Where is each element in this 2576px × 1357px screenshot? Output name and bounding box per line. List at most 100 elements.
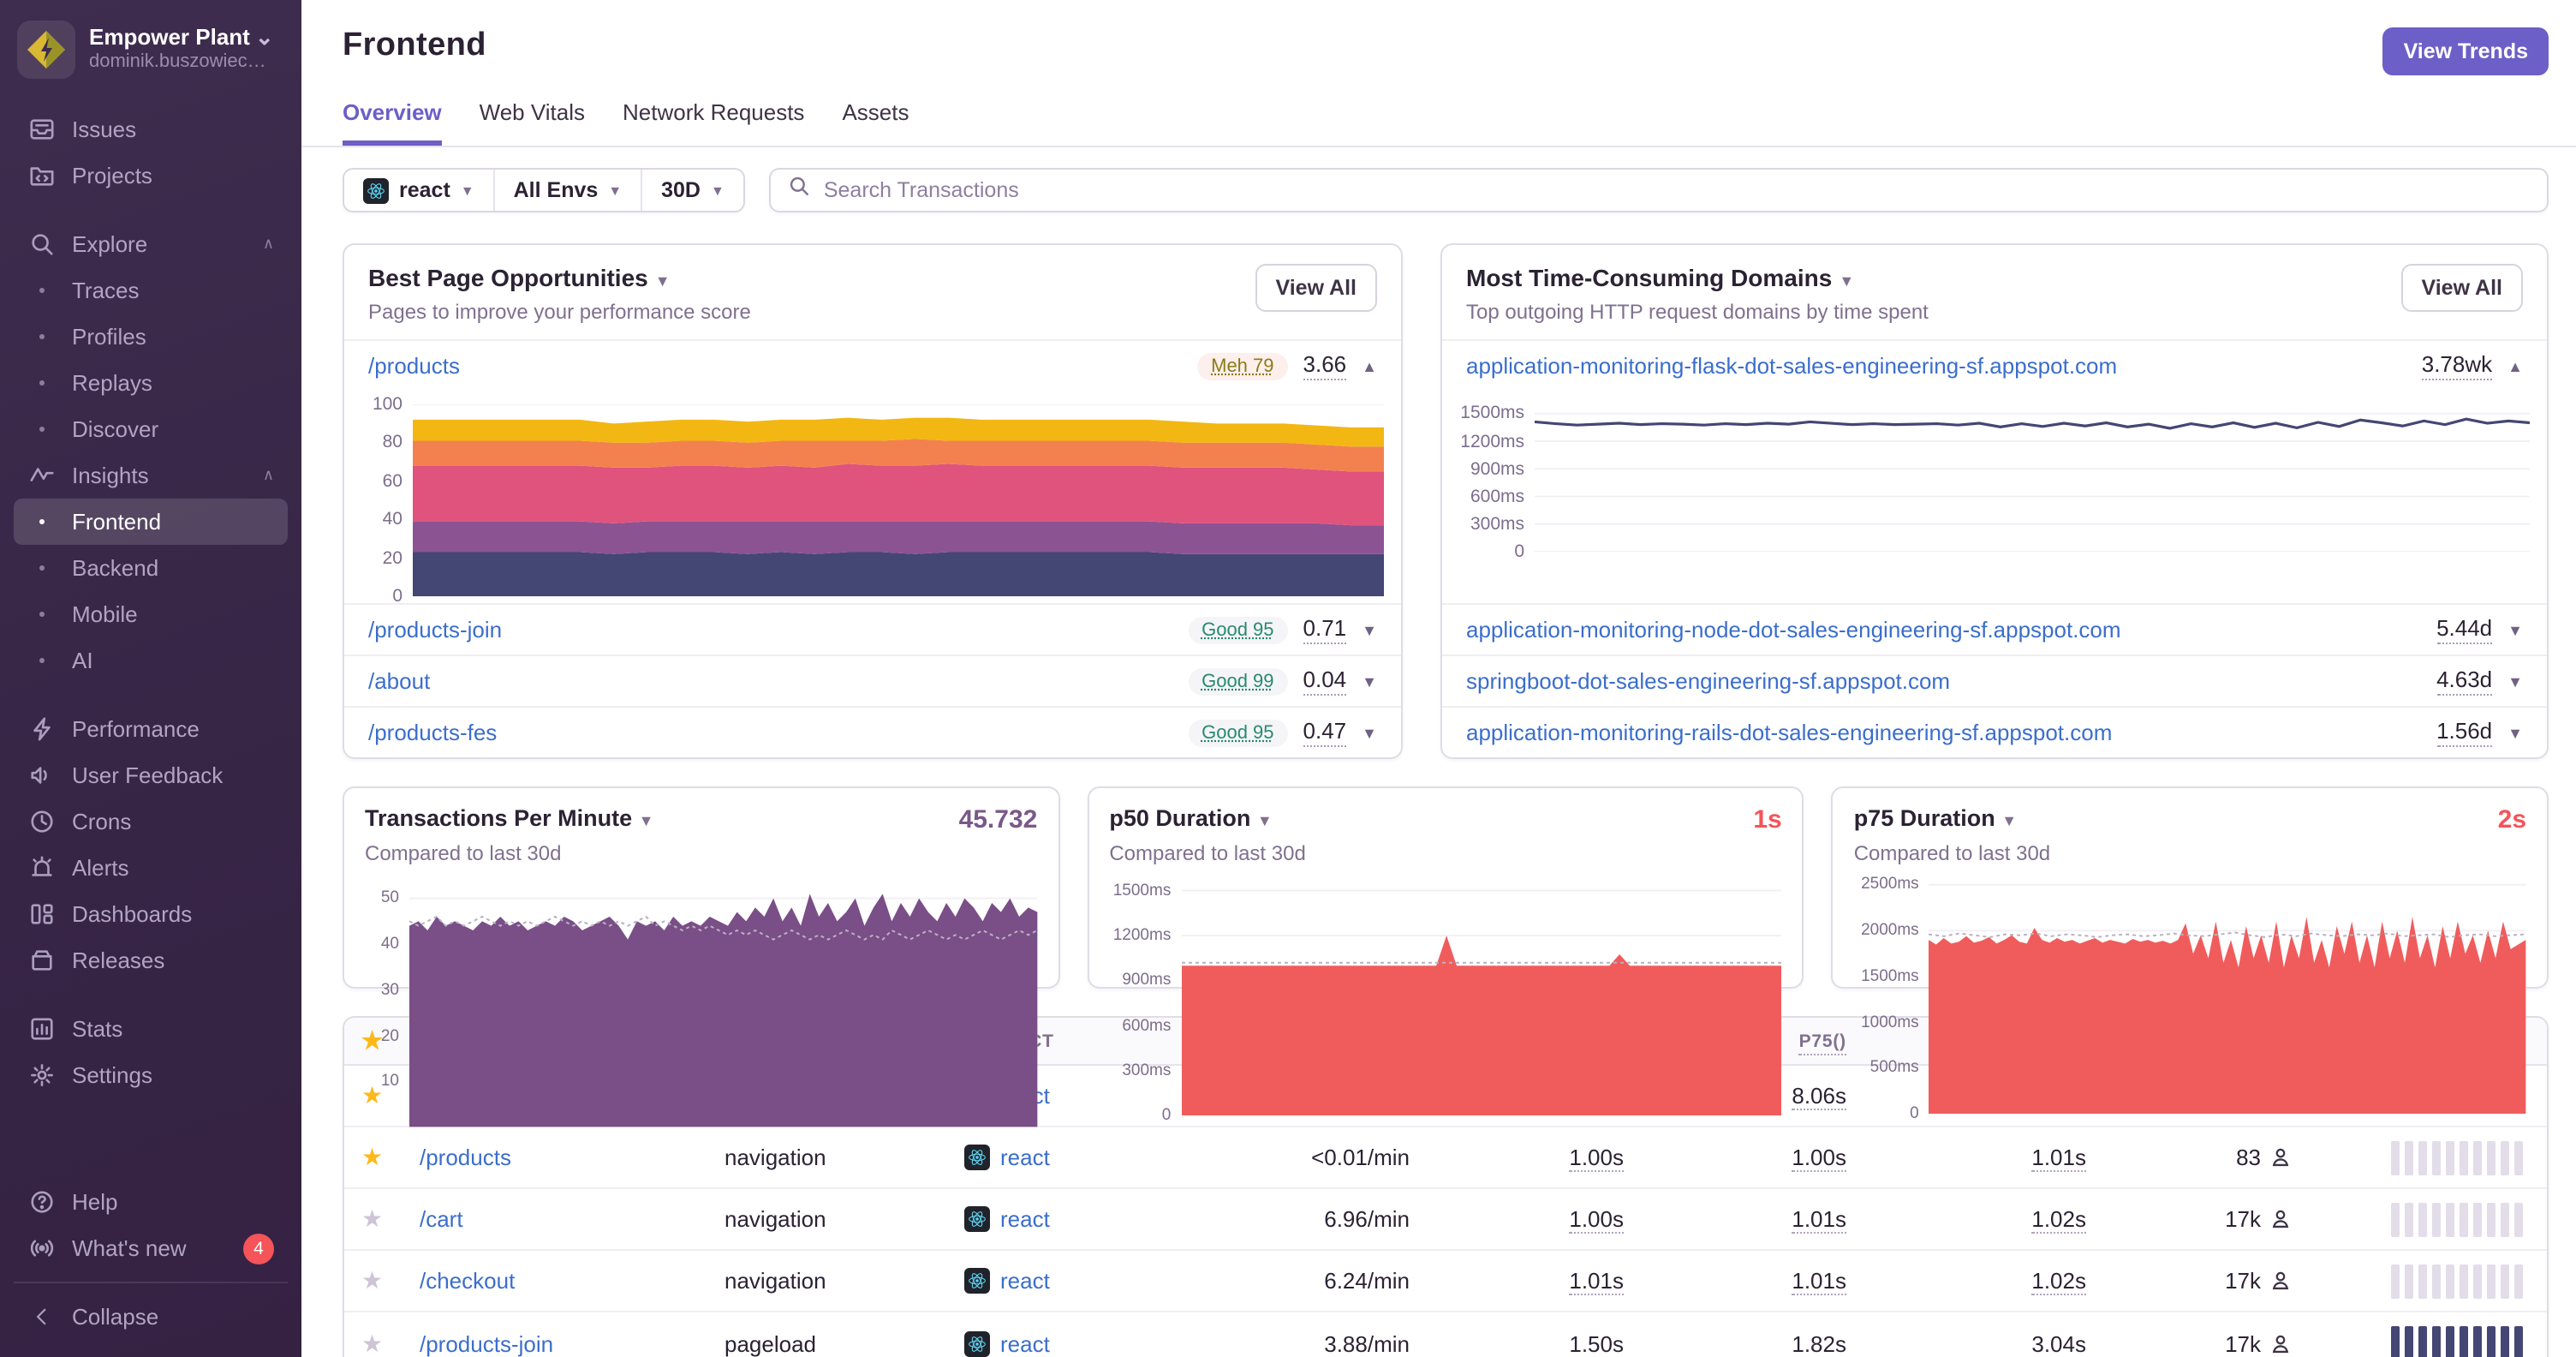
tab-network-requests[interactable]: Network Requests <box>623 99 805 125</box>
users-cell: 17k <box>2086 1330 2292 1356</box>
sidebar-collapse-button[interactable]: Collapse <box>14 1294 288 1340</box>
sidebar-item-dashboards[interactable]: Dashboards <box>14 891 288 937</box>
transaction-link[interactable]: /checkout <box>420 1268 516 1294</box>
expand-row-icon[interactable]: ▼ <box>1362 621 1377 638</box>
domain-time-chart: 1500ms 1200ms 900ms 600ms 300ms 0 <box>1442 391 2547 603</box>
favorite-star-icon[interactable]: ★ <box>361 1081 384 1109</box>
org-logo <box>17 21 75 79</box>
expand-row-icon[interactable]: ▼ <box>1362 724 1377 741</box>
tab-assets[interactable]: Assets <box>842 99 909 125</box>
view-trends-button[interactable]: View Trends <box>2382 27 2549 75</box>
expand-row-icon[interactable]: ▼ <box>2507 673 2523 690</box>
org-switcher[interactable]: Empower Plant ⌄ dominik.buszowiec… <box>0 0 301 96</box>
project-link[interactable]: react <box>1000 1330 1050 1356</box>
domain-link[interactable]: application-monitoring-node-dot-sales-en… <box>1466 617 2121 643</box>
lightning-icon <box>27 715 55 743</box>
tpm-cell: 3.88/min <box>1324 1330 1410 1356</box>
project-link[interactable]: react <box>1000 1268 1050 1294</box>
chevron-down-icon[interactable]: ▼ <box>638 812 654 829</box>
p50-card-title: p50 Duration ▼ <box>1109 805 1273 831</box>
domain-link[interactable]: application-monitoring-flask-dot-sales-e… <box>1466 353 2118 379</box>
expand-row-icon[interactable]: ▼ <box>2507 621 2523 638</box>
star-header-icon[interactable]: ★ <box>361 1026 384 1054</box>
project-link[interactable]: react <box>1000 1145 1050 1170</box>
chevron-down-icon: ▼ <box>711 182 724 198</box>
favorite-star-icon[interactable]: ★ <box>361 1143 384 1170</box>
sidebar-item-replays[interactable]: Replays <box>14 360 288 406</box>
p95-cell: 3.04s <box>2031 1330 2086 1357</box>
expand-row-icon[interactable]: ▼ <box>1362 673 1377 690</box>
page-link[interactable]: /products <box>368 353 460 379</box>
sidebar-item-help[interactable]: Help <box>14 1179 288 1225</box>
search-transactions-input[interactable] <box>823 178 2530 202</box>
users-cell: 17k <box>2086 1268 2292 1294</box>
page-link[interactable]: /products-fes <box>368 720 498 745</box>
project-filter[interactable]: react ▼ <box>344 170 493 211</box>
sidebar-item-alerts[interactable]: Alerts <box>14 845 288 891</box>
score-badge: Meh 79 <box>1197 352 1288 380</box>
domain-row: application-monitoring-node-dot-sales-en… <box>1442 603 2547 655</box>
issues-icon <box>27 116 55 143</box>
domain-row: springboot-dot-sales-engineering-sf.apps… <box>1442 655 2547 706</box>
dashboard-icon <box>27 900 55 928</box>
page-link[interactable]: /about <box>368 668 431 694</box>
sidebar-section-insights[interactable]: Insights ∧ <box>14 452 288 499</box>
page-title: Frontend <box>343 27 486 63</box>
sidebar-item-ai[interactable]: AI <box>14 637 288 684</box>
p95-cell: 1.02s <box>2031 1268 2086 1295</box>
transaction-link[interactable]: /cart <box>420 1206 463 1232</box>
sidebar-item-performance[interactable]: Performance <box>14 706 288 752</box>
domains-title: Most Time-Consuming Domains ▼ <box>1466 264 1855 291</box>
p75-card-title: p75 Duration ▼ <box>1853 805 2018 831</box>
transaction-link[interactable]: /products-join <box>420 1330 554 1356</box>
project-link[interactable]: react <box>1000 1206 1050 1232</box>
chevron-down-icon[interactable]: ▼ <box>654 272 671 290</box>
sidebar-item-issues[interactable]: Issues <box>14 106 288 152</box>
tab-overview[interactable]: Overview <box>343 99 442 146</box>
table-row: ★ /cart navigation react 6.96/min 1.00s … <box>344 1189 2547 1251</box>
chevron-down-icon[interactable]: ▼ <box>2001 812 2018 829</box>
date-range-filter[interactable]: 30D ▼ <box>641 170 743 211</box>
transaction-link[interactable]: /products <box>420 1145 511 1170</box>
org-user-email: dominik.buszowiec… <box>89 51 266 73</box>
sidebar-item-whats-new[interactable]: What's new 4 <box>14 1225 288 1271</box>
sidebar-item-user-feedback[interactable]: User Feedback <box>14 752 288 798</box>
chevron-down-icon[interactable]: ▼ <box>1839 272 1855 290</box>
expand-row-icon[interactable]: ▼ <box>2507 724 2523 741</box>
environment-filter[interactable]: All Envs ▼ <box>492 170 641 211</box>
opportunities-view-all-button[interactable]: View All <box>1255 264 1377 312</box>
sidebar-item-releases[interactable]: Releases <box>14 937 288 983</box>
sidebar-item-backend[interactable]: Backend <box>14 545 288 591</box>
favorite-star-icon[interactable]: ★ <box>361 1329 384 1356</box>
sidebar-item-frontend[interactable]: Frontend <box>14 499 288 545</box>
sidebar-section-explore[interactable]: Explore ∧ <box>14 221 288 267</box>
collapse-row-icon[interactable]: ▲ <box>1362 357 1377 374</box>
user-misery-bars <box>2391 1326 2523 1357</box>
user-misery-bars <box>2391 1202 2523 1236</box>
chevron-up-icon: ∧ <box>262 235 274 252</box>
insights-icon <box>27 462 55 489</box>
tab-web-vitals[interactable]: Web Vitals <box>479 99 585 125</box>
chevron-down-icon[interactable]: ▼ <box>1256 812 1273 829</box>
sidebar-item-discover[interactable]: Discover <box>14 406 288 452</box>
search-transactions-box[interactable] <box>768 168 2549 212</box>
sidebar-item-profiles[interactable]: Profiles <box>14 314 288 360</box>
sidebar-item-crons[interactable]: Crons <box>14 798 288 845</box>
sidebar-item-stats[interactable]: Stats <box>14 1006 288 1052</box>
favorite-star-icon[interactable]: ★ <box>361 1266 384 1294</box>
domain-link[interactable]: springboot-dot-sales-engineering-sf.apps… <box>1466 668 1951 694</box>
sidebar-item-traces[interactable]: Traces <box>14 267 288 314</box>
page-link[interactable]: /products-join <box>368 617 503 643</box>
opportunities-subtitle: Pages to improve your performance score <box>368 300 751 324</box>
domain-link[interactable]: application-monitoring-rails-dot-sales-e… <box>1466 720 2113 745</box>
domains-view-all-button[interactable]: View All <box>2400 264 2523 312</box>
tpm-value: 45.732 <box>958 805 1038 834</box>
sidebar-item-projects[interactable]: Projects <box>14 152 288 199</box>
opportunity-row: /products Meh 79 3.66 ▲ <box>344 339 1401 391</box>
col-p75[interactable]: P75() <box>1624 1031 1846 1055</box>
favorite-star-icon[interactable]: ★ <box>361 1205 384 1232</box>
sidebar-item-settings[interactable]: Settings <box>14 1052 288 1098</box>
sidebar-item-mobile[interactable]: Mobile <box>14 591 288 637</box>
collapse-row-icon[interactable]: ▲ <box>2507 357 2523 374</box>
